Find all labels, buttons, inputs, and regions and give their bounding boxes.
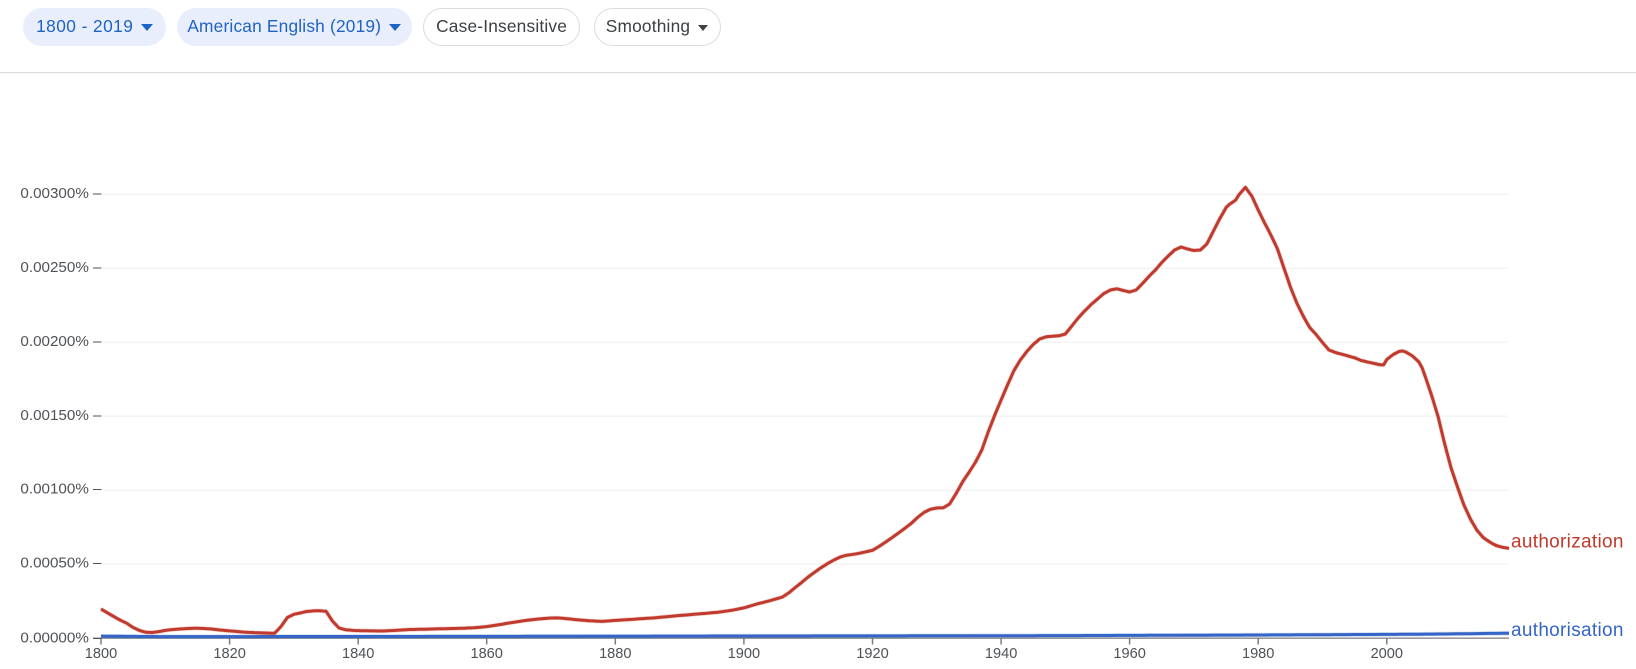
svg-text:1800: 1800 bbox=[85, 646, 117, 662]
svg-text:authorisation: authorisation bbox=[1511, 620, 1624, 641]
svg-text:1820: 1820 bbox=[213, 646, 245, 662]
svg-text:0.00000% –: 0.00000% – bbox=[20, 630, 102, 647]
svg-text:0.00300% –: 0.00300% – bbox=[20, 185, 102, 202]
svg-text:1940: 1940 bbox=[985, 646, 1017, 662]
svg-text:0.00150% –: 0.00150% – bbox=[20, 407, 102, 424]
svg-text:1840: 1840 bbox=[342, 646, 374, 662]
svg-text:2000: 2000 bbox=[1371, 646, 1403, 662]
svg-text:1900: 1900 bbox=[728, 646, 760, 662]
svg-text:0.00200% –: 0.00200% – bbox=[20, 333, 102, 350]
svg-text:1920: 1920 bbox=[856, 646, 888, 662]
svg-text:1960: 1960 bbox=[1113, 646, 1145, 662]
svg-text:1880: 1880 bbox=[599, 646, 631, 662]
svg-text:0.00050% –: 0.00050% – bbox=[20, 555, 102, 572]
svg-text:0.00100% –: 0.00100% – bbox=[20, 481, 102, 498]
svg-text:authorization: authorization bbox=[1511, 532, 1624, 553]
svg-text:1980: 1980 bbox=[1242, 646, 1274, 662]
svg-text:1860: 1860 bbox=[470, 646, 502, 662]
svg-text:0.00250% –: 0.00250% – bbox=[20, 259, 102, 276]
